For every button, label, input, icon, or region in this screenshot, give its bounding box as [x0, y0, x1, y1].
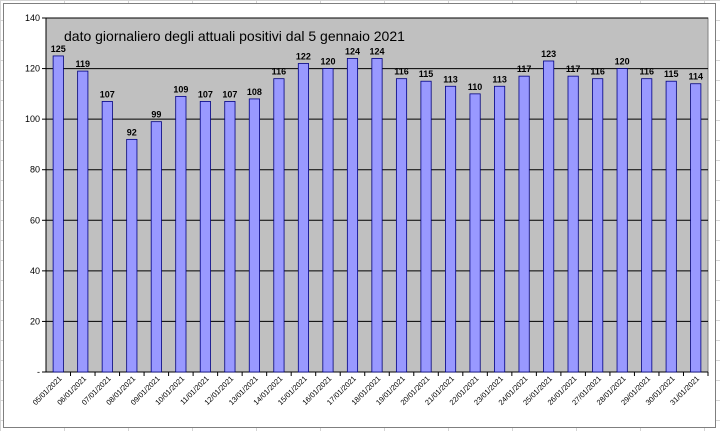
y-tick-label: - [37, 367, 40, 377]
bar [420, 80, 432, 373]
bar [567, 75, 579, 373]
y-tick-label: 60 [30, 215, 40, 225]
bar [175, 95, 187, 373]
bar [101, 101, 113, 373]
data-label: 113 [443, 74, 458, 84]
data-label: 117 [566, 64, 581, 74]
data-label: 113 [492, 74, 507, 84]
y-tick-label: 140 [25, 13, 40, 23]
data-label: 110 [468, 82, 483, 92]
bar [273, 78, 285, 373]
y-tick-label: 100 [25, 114, 40, 124]
data-label: 124 [345, 46, 360, 56]
data-label: 116 [590, 67, 605, 77]
bar [248, 98, 260, 373]
y-tick-label: 40 [30, 266, 40, 276]
bar [150, 121, 162, 373]
bar [371, 58, 383, 373]
bar-chart: -2040608010012014012505/01/202111906/01/… [25, 13, 709, 407]
data-label: 122 [296, 52, 311, 62]
bar [395, 78, 408, 373]
bar [592, 78, 604, 373]
data-label: 115 [419, 69, 434, 79]
bar [543, 60, 555, 373]
bar [518, 75, 530, 373]
data-label: 125 [51, 44, 66, 54]
bar [641, 78, 653, 373]
bar [494, 85, 506, 373]
data-label: 108 [247, 87, 262, 97]
data-label: 124 [369, 46, 384, 56]
data-label: 109 [173, 84, 188, 94]
data-label: 119 [76, 59, 91, 69]
data-label: 120 [320, 57, 335, 67]
data-label: 117 [517, 64, 532, 74]
bar [199, 101, 211, 373]
bar [469, 93, 481, 373]
data-label: 123 [541, 49, 556, 59]
data-label: 99 [151, 110, 161, 120]
data-label: 114 [688, 72, 703, 82]
y-tick-label: 20 [30, 316, 40, 326]
bar [665, 80, 677, 373]
chart-title: dato giornaliero degli attuali positivi … [64, 28, 405, 44]
bar [297, 63, 309, 373]
y-tick-label: 80 [30, 165, 40, 175]
data-label: 115 [664, 69, 679, 79]
bar [224, 101, 236, 373]
bar [616, 68, 628, 373]
y-tick-label: 120 [25, 64, 40, 74]
bar [346, 58, 359, 373]
bar [690, 83, 702, 373]
bar [52, 55, 64, 373]
bar [445, 85, 457, 373]
data-label: 107 [222, 89, 237, 99]
bar [322, 68, 334, 373]
bar [126, 138, 138, 373]
data-label: 107 [100, 89, 115, 99]
bar [77, 70, 89, 373]
data-label: 120 [615, 57, 630, 67]
data-label: 92 [127, 127, 137, 137]
data-label: 107 [198, 89, 213, 99]
data-label: 116 [639, 67, 654, 77]
data-label: 116 [272, 67, 287, 77]
data-label: 116 [394, 67, 409, 77]
chart-frame[interactable]: -20 40 60 80 100 120 140 125 05/01/2021 119 06/01/… [3, 3, 716, 428]
